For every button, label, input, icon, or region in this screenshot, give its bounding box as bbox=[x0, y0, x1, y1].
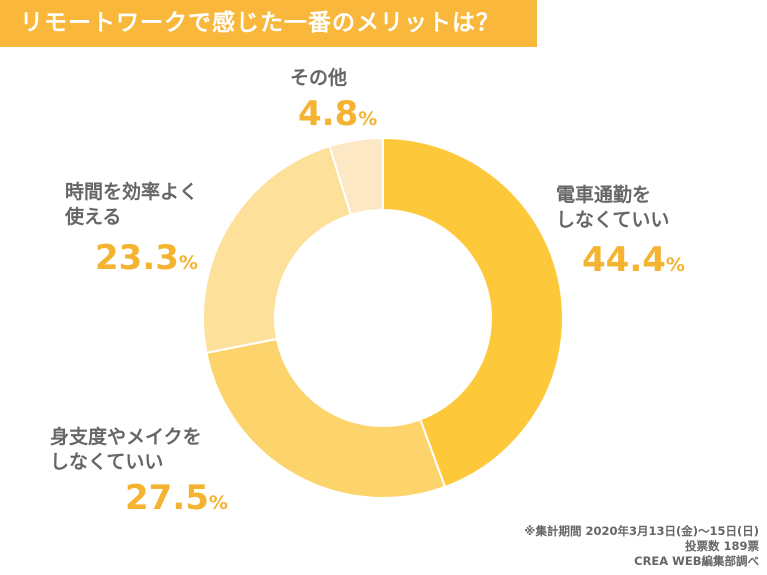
value-makeup: 27.5% bbox=[125, 478, 228, 518]
vote-count: 投票数 189票 bbox=[684, 539, 759, 553]
donut-slice-1 bbox=[205, 337, 447, 499]
label-line: その他 bbox=[290, 67, 348, 89]
value-number: 44.4 bbox=[582, 240, 666, 280]
value-other: 4.8% bbox=[298, 94, 377, 134]
survey-period: ※集計期間 2020年3月13日(金)～15日(日) bbox=[524, 524, 759, 538]
label-makeup: 身支度やメイクを しなくていい bbox=[50, 425, 202, 475]
label-commute: 電車通勤を しなくていい bbox=[556, 183, 669, 233]
label-line: 身支度やメイクを bbox=[50, 426, 202, 448]
value-number: 27.5 bbox=[125, 478, 209, 518]
value-number: 23.3 bbox=[95, 238, 179, 278]
value-number: 4.8 bbox=[298, 94, 359, 134]
chart-title: リモートワークで感じた一番のメリットは？ bbox=[0, 0, 537, 47]
footnote: ※集計期間 2020年3月13日(金)～15日(日) 投票数 189票 CREA… bbox=[524, 524, 759, 569]
label-other: その他 bbox=[290, 66, 347, 91]
source: CREA WEB編集部調べ bbox=[634, 554, 759, 568]
label-efficiency: 時間を効率よく 使える bbox=[65, 180, 198, 230]
value-unit: % bbox=[208, 492, 228, 514]
label-line: しなくていい bbox=[50, 451, 164, 473]
donut-slice-0 bbox=[382, 136, 564, 489]
value-unit: % bbox=[178, 252, 198, 274]
label-line: 使える bbox=[65, 206, 122, 228]
donut-slice-3 bbox=[328, 136, 384, 217]
value-commute: 44.4% bbox=[582, 240, 685, 280]
donut-slice-2 bbox=[202, 144, 353, 355]
label-line: しなくていい bbox=[556, 209, 670, 231]
label-line: 電車通勤を bbox=[556, 184, 652, 206]
label-line: 時間を効率よく bbox=[65, 181, 199, 203]
value-unit: % bbox=[358, 108, 378, 130]
value-unit: % bbox=[665, 254, 685, 276]
value-efficiency: 23.3% bbox=[95, 238, 198, 278]
